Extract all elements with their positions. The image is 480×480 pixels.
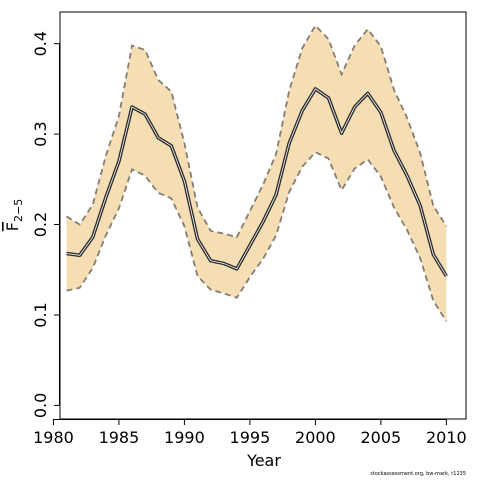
y-tick-label: 0.1 — [31, 302, 50, 327]
x-tick-label: 1990 — [164, 428, 205, 447]
y-axis-title: F2−5 — [3, 199, 25, 231]
y-axis-title-main: F — [3, 222, 22, 231]
x-tick-label: 2000 — [295, 428, 336, 447]
x-axis-title: Year — [246, 451, 281, 470]
svg-text:F2−5: F2−5 — [3, 199, 25, 231]
y-tick-label: 0.0 — [31, 393, 50, 418]
y-axis: 0.0 0.1 0.2 0.3 0.4 — [31, 31, 60, 418]
y-tick-label: 0.3 — [31, 121, 50, 146]
x-tick-label: 1985 — [99, 428, 140, 447]
x-tick-label: 2010 — [426, 428, 467, 447]
y-axis-title-subscript: 2−5 — [12, 199, 25, 222]
x-axis: 1980 1985 1990 1995 2000 2005 2010 — [33, 419, 467, 447]
confidence-band-layer — [66, 24, 448, 322]
x-tick-label: 1995 — [230, 428, 271, 447]
upper-bound-line — [66, 24, 448, 239]
x-tick-label: 1980 — [33, 428, 74, 447]
estimate-line-layer — [66, 87, 448, 278]
y-tick-label: 0.4 — [31, 31, 50, 56]
x-tick-label: 2005 — [361, 428, 402, 447]
confidence-band — [66, 25, 447, 322]
estimate-line-core — [66, 88, 447, 277]
y-tick-label: 0.2 — [31, 212, 50, 237]
footer-credit: stockassessment.org, bw-mark, r1235 — [370, 471, 466, 477]
